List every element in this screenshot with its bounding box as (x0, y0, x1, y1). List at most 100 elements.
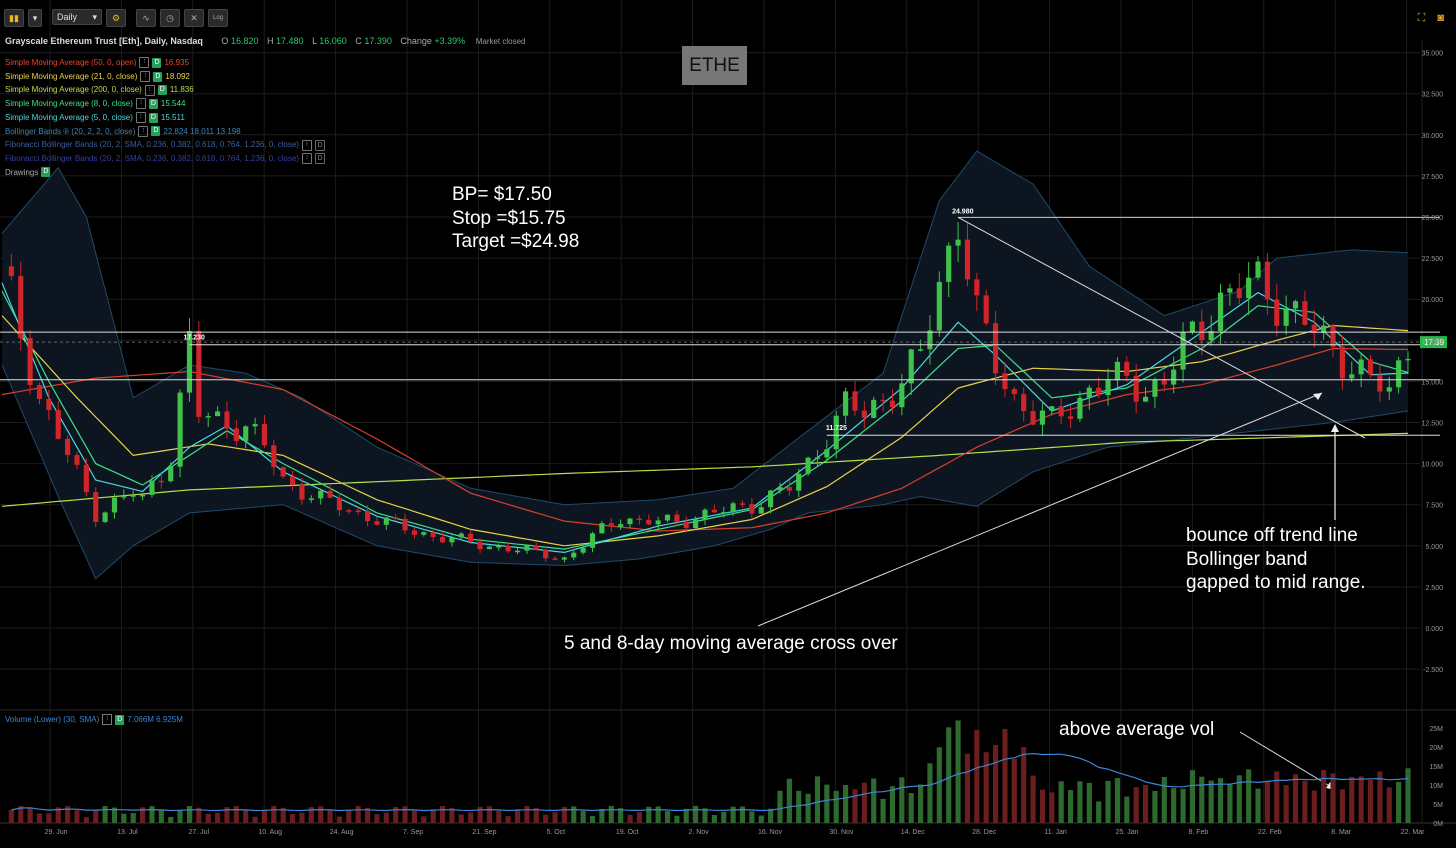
candle-body (552, 558, 558, 560)
volume-bar (983, 752, 989, 823)
study-row[interactable]: Simple Moving Average (5, 0, close) ⁝ D 15.… (5, 111, 325, 125)
info-icon[interactable]: ⁝ (135, 112, 146, 124)
date-tick-label: 14. Dec (901, 829, 926, 836)
candlestick-icon[interactable]: ▮▮ (4, 9, 24, 27)
study-row[interactable]: Fibonacci Bollinger Bands (20, 2, SMA, 0… (5, 152, 325, 166)
display-toggle-icon[interactable]: D (115, 714, 125, 725)
candle-body (1264, 261, 1270, 300)
study-row[interactable]: Fibonacci Bollinger Bands (20, 2, SMA, 0… (5, 138, 325, 152)
volume-bar (140, 807, 146, 823)
volume-bar (168, 816, 174, 823)
display-toggle-icon[interactable]: D (152, 57, 162, 68)
candle-body (721, 512, 727, 514)
info-icon[interactable]: ⁝ (102, 714, 113, 725)
candle-body (861, 410, 867, 418)
date-tick-label: 22. Mar (1401, 829, 1425, 836)
info-icon[interactable]: ⁝ (138, 125, 149, 137)
candle-body (702, 509, 708, 520)
clock-icon[interactable]: ◷ (160, 9, 180, 27)
bounce-note: bounce off trend line Bollinger band gap… (1186, 525, 1366, 593)
candle-body (889, 400, 896, 408)
candle-body (243, 426, 249, 441)
info-icon[interactable]: ⁝ (135, 98, 146, 110)
volume-bar (46, 813, 52, 823)
volume-bar (402, 806, 408, 823)
downtrend-line (957, 216, 1366, 439)
price-tick-label: 15.000 (1422, 379, 1444, 386)
gear-icon[interactable]: ⚙ (106, 9, 126, 27)
arrow-head (1331, 424, 1339, 432)
volume-bar (992, 744, 999, 823)
volume-bar (1058, 781, 1064, 823)
price-tick-label: 32.500 (1422, 92, 1444, 99)
display-toggle-icon[interactable]: D (41, 167, 51, 178)
volume-bar (505, 816, 511, 823)
info-icon[interactable]: ⁝ (301, 139, 312, 151)
volume-bar (1255, 788, 1261, 823)
candle-body (1086, 387, 1092, 398)
drawing-tool-icon[interactable]: ✕ (184, 9, 204, 27)
candle-body (1283, 308, 1289, 326)
volume-bar (393, 807, 399, 823)
bollinger-fill (2, 151, 1408, 579)
info-icon[interactable]: ⁝ (301, 153, 312, 165)
display-toggle-icon[interactable]: D (148, 112, 158, 123)
info-icon[interactable]: ⁝ (140, 71, 151, 83)
volume-bar (383, 812, 389, 823)
study-row[interactable]: Simple Moving Average (50, 0, open) ⁝ D 16.… (5, 56, 325, 70)
volume-bar (327, 810, 333, 823)
display-toggle-icon[interactable]: D (157, 85, 167, 96)
study-row[interactable]: Drawings D (5, 166, 325, 180)
candle-body (768, 490, 774, 508)
display-toggle-icon[interactable]: D (153, 71, 163, 82)
candle-body (693, 519, 699, 529)
level-label: 24.980 (952, 208, 974, 215)
display-toggle-icon[interactable]: D (151, 126, 161, 137)
volume-bar (102, 806, 108, 823)
candle-body (224, 411, 230, 429)
price-tick-label: 30.000 (1422, 133, 1444, 140)
volume-bar (224, 807, 230, 823)
display-toggle-icon[interactable]: D (314, 153, 325, 165)
interval-select[interactable]: Daily ▾ (52, 9, 102, 25)
candle-body (843, 391, 849, 416)
candle-body (561, 557, 567, 560)
study-label: Simple Moving Average (50, 0, open) (5, 58, 137, 67)
volume-bar (1377, 771, 1383, 823)
candle-body (1321, 325, 1327, 333)
candle-body (1274, 299, 1280, 326)
chevron-down-icon[interactable]: ▾ (28, 9, 42, 27)
studies-icon[interactable]: ∿ (136, 9, 156, 27)
log-button[interactable]: Log (208, 9, 228, 27)
volume-bar (880, 798, 886, 823)
volume-bar (758, 815, 764, 823)
study-row[interactable]: Bollinger Bands ® (20, 2, 2, 0, close) ⁝ D… (5, 125, 325, 139)
candle-body (1161, 379, 1167, 385)
display-toggle-icon[interactable]: D (314, 139, 325, 151)
date-tick-label: 5. Oct (546, 829, 565, 836)
candle-body (1358, 359, 1364, 375)
study-row[interactable]: Simple Moving Average (21, 0, close) ⁝ D 18… (5, 70, 325, 84)
expand-icon[interactable]: ⛶ (1417, 12, 1426, 24)
info-icon[interactable]: ⁝ (144, 84, 155, 96)
display-toggle-icon[interactable]: D (148, 98, 158, 109)
volume-bar (871, 778, 877, 823)
close-value: 17.390 (364, 36, 392, 46)
candle-body (1189, 321, 1195, 333)
info-icon[interactable]: ⁝ (139, 57, 150, 69)
candle-body (1077, 397, 1083, 419)
volume-bar (589, 815, 596, 823)
study-row[interactable]: Simple Moving Average (200, 0, close) ⁝ D 1… (5, 83, 325, 97)
study-label: Fibonacci Bollinger Bands (20, 2, SMA, 0… (5, 140, 299, 150)
volume-tick-label: 10M (1429, 783, 1443, 790)
volume-bar (1002, 728, 1008, 823)
toolbar: ▮▮ ▾ Daily ▾ ⚙ ∿ ◷ ✕ Log (4, 9, 228, 27)
study-row[interactable]: Simple Moving Average (8, 0, close) ⁝ D 15.… (5, 97, 325, 111)
camera-icon[interactable]: ◙ (1437, 12, 1444, 24)
date-tick-label: 2. Nov (688, 829, 709, 836)
candle-body (571, 552, 577, 558)
volume-bar (1311, 790, 1317, 823)
candle-body (1236, 288, 1242, 299)
volume-tick-label: 5M (1433, 802, 1443, 809)
